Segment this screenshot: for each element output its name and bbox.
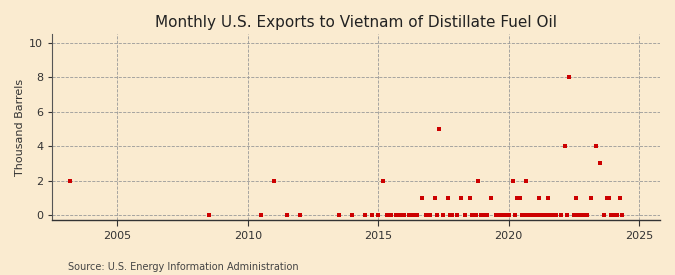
Point [475, 213, 486, 217]
Point [590, 144, 601, 148]
Point [575, 213, 586, 217]
Point [404, 213, 414, 217]
Point [577, 213, 588, 217]
Point [416, 196, 427, 200]
Point [495, 213, 506, 217]
Point [433, 127, 444, 131]
Point [438, 213, 449, 217]
Point [536, 213, 547, 217]
Point [360, 213, 371, 217]
Point [294, 213, 305, 217]
Point [534, 196, 545, 200]
Point [595, 161, 605, 166]
Point [579, 213, 590, 217]
Point [486, 196, 497, 200]
Point [586, 196, 597, 200]
Point [367, 213, 377, 217]
Point [203, 213, 214, 217]
Point [516, 213, 527, 217]
Point [529, 213, 540, 217]
Point [582, 213, 593, 217]
Title: Monthly U.S. Exports to Vietnam of Distillate Fuel Oil: Monthly U.S. Exports to Vietnam of Disti… [155, 15, 557, 30]
Point [525, 213, 536, 217]
Point [408, 213, 418, 217]
Point [562, 213, 573, 217]
Point [445, 213, 456, 217]
Point [381, 213, 392, 217]
Point [460, 213, 470, 217]
Point [377, 178, 388, 183]
Point [333, 213, 344, 217]
Point [472, 178, 483, 183]
Point [551, 213, 562, 217]
Text: Source: U.S. Energy Information Administration: Source: U.S. Energy Information Administ… [68, 262, 298, 272]
Point [538, 213, 549, 217]
Point [545, 213, 556, 217]
Point [612, 213, 623, 217]
Point [421, 213, 431, 217]
Point [425, 213, 436, 217]
Point [573, 213, 584, 217]
Y-axis label: Thousand Barrels: Thousand Barrels [15, 79, 25, 176]
Point [470, 213, 481, 217]
Point [523, 213, 534, 217]
Point [512, 196, 522, 200]
Point [603, 196, 614, 200]
Point [556, 213, 566, 217]
Point [543, 196, 554, 200]
Point [477, 213, 488, 217]
Point [616, 213, 627, 217]
Point [466, 213, 477, 217]
Point [502, 213, 512, 217]
Point [608, 213, 618, 217]
Point [399, 213, 410, 217]
Point [549, 213, 560, 217]
Point [394, 213, 405, 217]
Point [564, 75, 575, 79]
Point [431, 213, 442, 217]
Point [443, 196, 454, 200]
Point [531, 213, 542, 217]
Point [605, 213, 616, 217]
Point [521, 178, 532, 183]
Point [464, 196, 475, 200]
Point [447, 213, 458, 217]
Point [497, 213, 508, 217]
Point [386, 213, 397, 217]
Point [599, 213, 610, 217]
Point [614, 196, 625, 200]
Point [451, 213, 462, 217]
Point [518, 213, 529, 217]
Point [255, 213, 266, 217]
Point [499, 213, 510, 217]
Point [541, 213, 551, 217]
Point [508, 178, 518, 183]
Point [373, 213, 383, 217]
Point [392, 213, 403, 217]
Point [269, 178, 279, 183]
Point [547, 213, 558, 217]
Point [560, 144, 570, 148]
Point [527, 213, 538, 217]
Point [570, 196, 581, 200]
Point [482, 213, 493, 217]
Point [504, 213, 514, 217]
Point [281, 213, 292, 217]
Point [429, 196, 440, 200]
Point [568, 213, 579, 217]
Point [468, 213, 479, 217]
Point [347, 213, 358, 217]
Point [390, 213, 401, 217]
Point [601, 196, 612, 200]
Point [490, 213, 501, 217]
Point [610, 213, 620, 217]
Point [514, 196, 525, 200]
Point [412, 213, 423, 217]
Point [64, 178, 75, 183]
Point [492, 213, 503, 217]
Point [456, 196, 466, 200]
Point [510, 213, 520, 217]
